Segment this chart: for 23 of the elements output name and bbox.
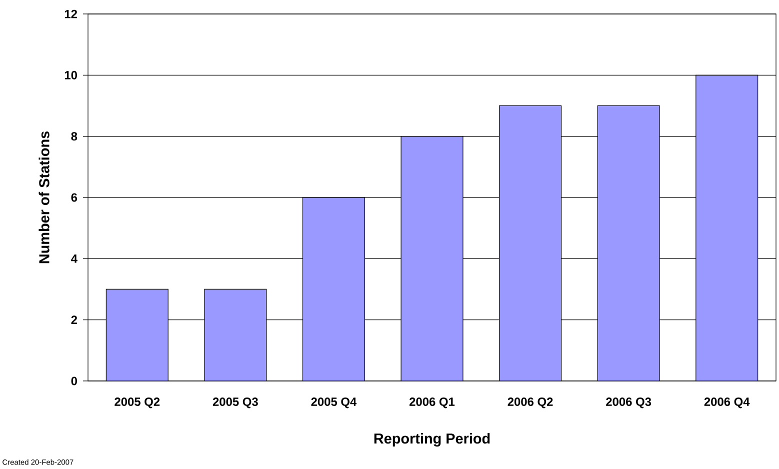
bar (400, 136, 464, 381)
y-tick-label: 6 (71, 193, 78, 202)
bar (302, 197, 365, 381)
y-tick-label: 12 (64, 10, 78, 18)
bar (696, 74, 758, 381)
bar (106, 288, 168, 381)
y-tick-label: 4 (71, 254, 78, 263)
x-tick-label: 2006 Q1 (410, 398, 455, 408)
x-tick-label: 2006 Q4 (704, 398, 750, 408)
y-axis-title: Number of Stations (38, 131, 50, 264)
bar (204, 288, 267, 381)
x-tick-label: 2006 Q3 (606, 398, 652, 408)
y-tick-label: 8 (71, 132, 78, 141)
y-tick-label: 10 (64, 70, 77, 80)
bar (499, 105, 562, 381)
y-tick-label: 0 (71, 376, 77, 386)
x-axis-title: Reporting Period (374, 433, 490, 447)
x-tick-label: 2006 Q2 (508, 398, 553, 408)
bar (597, 105, 660, 381)
x-tick-label: 2005 Q3 (212, 398, 258, 408)
x-tick-label: 2005 Q4 (311, 398, 357, 408)
y-tick-label: 2 (71, 316, 78, 324)
x-tick-label: 2005 Q2 (114, 398, 160, 408)
